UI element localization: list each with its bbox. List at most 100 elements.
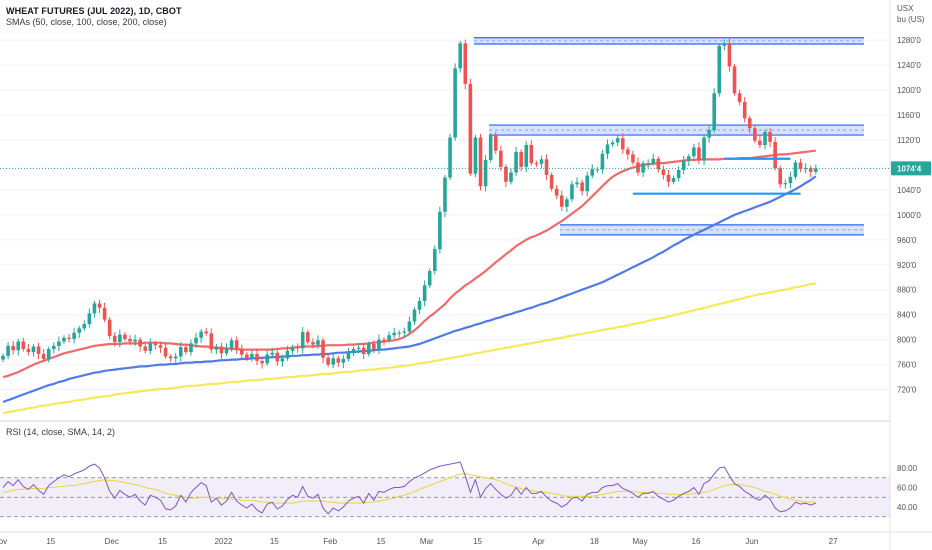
- candle-body: [57, 341, 61, 346]
- candle-body: [280, 358, 285, 362]
- candle-body: [179, 347, 183, 357]
- candle-body: [661, 169, 666, 175]
- rsi-axis[interactable]: 80.00 60.00 40.00: [897, 464, 918, 512]
- price-tick-label: 1160'0: [897, 111, 921, 120]
- price-tick-label: 1200'0: [897, 86, 921, 95]
- candle-body: [52, 345, 56, 349]
- candle-body: [285, 350, 290, 359]
- candle-body: [300, 332, 305, 349]
- candle-body: [118, 334, 122, 343]
- candle-body: [473, 137, 478, 174]
- rsi-line: [2, 461, 816, 515]
- candle-body: [26, 348, 31, 353]
- rsi-legend: RSI (14, close, SMA, 14, 2): [6, 427, 116, 437]
- candle-body: [529, 145, 534, 164]
- candle-body: [41, 353, 46, 359]
- price-axis[interactable]: 1280'01240'01200'01160'01120'01080'01040…: [897, 36, 921, 394]
- candle-body: [290, 347, 295, 351]
- candle-body: [646, 163, 650, 165]
- candle-body: [234, 340, 239, 350]
- candle-body: [534, 163, 539, 165]
- candle-body: [753, 128, 757, 141]
- candle-body: [580, 182, 584, 192]
- candle-body: [783, 183, 788, 185]
- candle-body: [1, 355, 5, 360]
- candle-body: [422, 285, 427, 301]
- candle-body: [87, 313, 92, 325]
- candle-body: [631, 154, 635, 163]
- rsi-tick-label: 60.00: [897, 484, 918, 493]
- candle-body: [514, 151, 518, 173]
- candle-body: [128, 339, 132, 342]
- rsi-tick-label: 80.00: [897, 464, 918, 473]
- candle-body: [417, 300, 422, 310]
- candle-body: [758, 140, 762, 146]
- candle-body: [392, 332, 396, 336]
- candle-body: [742, 101, 747, 119]
- candle-body: [803, 168, 808, 170]
- candle-body: [326, 357, 330, 365]
- candle-body: [387, 335, 391, 341]
- candle-body: [575, 182, 579, 185]
- price-grid: [0, 39, 890, 391]
- candle-body: [468, 83, 473, 174]
- price-tick-label: 1000'0: [897, 211, 921, 220]
- candle-body: [814, 168, 818, 172]
- time-tick-label: 27: [829, 537, 838, 546]
- candle-body: [311, 342, 315, 345]
- candle-body: [595, 169, 600, 171]
- candle-body: [610, 142, 615, 145]
- candle-body: [336, 358, 341, 363]
- candle-body: [763, 131, 767, 146]
- candle-body: [295, 347, 300, 349]
- rsi-tick-label: 40.00: [897, 503, 918, 512]
- candle-body: [245, 354, 249, 359]
- candle-body: [62, 337, 66, 342]
- price-tick-label: 1240'0: [897, 61, 921, 70]
- candle-body: [372, 343, 376, 350]
- candle-body: [438, 211, 442, 250]
- candle-body: [620, 138, 625, 150]
- candle-body: [651, 158, 656, 164]
- price-tick-label: 1120'0: [897, 136, 921, 145]
- candle-body: [184, 347, 188, 353]
- candle-body: [77, 328, 81, 333]
- candle-body: [565, 199, 569, 207]
- candle-body: [123, 334, 127, 340]
- candle-body: [275, 352, 280, 362]
- candle-body: [112, 335, 117, 343]
- candle-body: [82, 324, 87, 329]
- candle-body: [519, 151, 523, 167]
- candle-body: [158, 345, 163, 348]
- candle-body: [671, 178, 676, 182]
- candle-body: [605, 144, 610, 154]
- candle-body: [433, 249, 437, 272]
- candle-body: [133, 339, 137, 342]
- candle-body: [732, 66, 737, 94]
- time-tick-label: 18: [590, 537, 599, 546]
- time-tick-label: Dec: [105, 537, 119, 546]
- time-tick-label: Feb: [323, 537, 337, 546]
- candle-body: [412, 309, 417, 322]
- candle-body: [458, 43, 462, 69]
- candle-body: [737, 93, 742, 102]
- candle-body: [341, 358, 346, 363]
- last-price-badge-bg: [891, 161, 931, 176]
- candle-body: [666, 174, 671, 182]
- time-tick-label: Apr: [532, 537, 545, 546]
- candle-body: [702, 137, 706, 161]
- candle-body: [72, 332, 76, 340]
- rsi-ma-line: [2, 473, 816, 504]
- candle-body: [788, 176, 793, 184]
- candle-body: [712, 93, 716, 131]
- candle-body: [676, 169, 681, 179]
- candle-body: [722, 43, 727, 46]
- candlesticks: [1, 38, 818, 369]
- candle-body: [478, 137, 483, 187]
- time-tick-label: 2022: [215, 537, 233, 546]
- candle-body: [382, 339, 386, 341]
- candle-body: [163, 347, 168, 357]
- candle-body: [92, 303, 97, 314]
- time-axis[interactable]: Nov 15 Dec 15 2022 15 Feb 15 Mar 15 Apr 18 May 16 Jun 2…: [0, 537, 838, 546]
